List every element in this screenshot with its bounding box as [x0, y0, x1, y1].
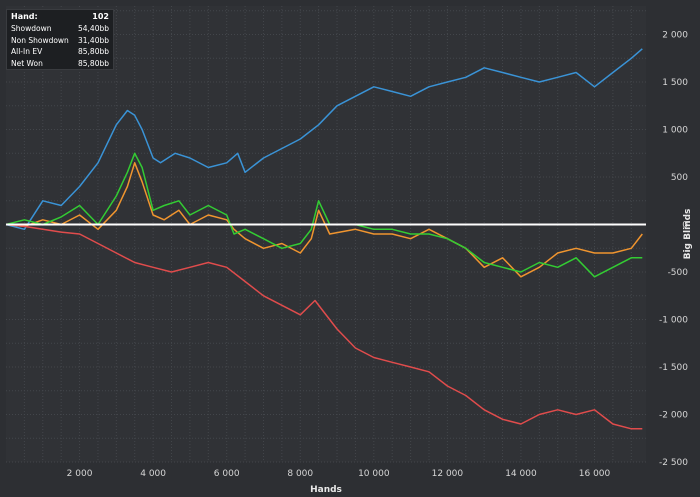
series-line-0	[5, 48, 643, 231]
y-tick-label: 2 000	[662, 31, 688, 41]
summary-label: Showdown	[11, 24, 52, 33]
y-tick-label: 1 500	[662, 78, 688, 88]
x-tick-label: 2 000	[67, 469, 93, 479]
x-tick-label: 12 000	[432, 469, 464, 479]
y-axis-ticks: 2 000 1 500 1 000 500 0 -500 -1 000 -1 500 -2 00…	[659, 31, 688, 469]
x-tick-label: 10 000	[358, 469, 390, 479]
y-tick-label: 500	[671, 173, 688, 183]
summary-label: Hand:	[11, 12, 38, 21]
summary-value: 54,40bb	[78, 24, 109, 33]
x-tick-label: 14 000	[505, 469, 537, 479]
summary-label: All-In EV	[11, 47, 43, 56]
y-tick-label: -500	[668, 268, 689, 278]
summary-label: Non Showdown	[11, 35, 69, 45]
series-line-2	[5, 152, 643, 278]
y-tick-label: 0	[682, 221, 688, 231]
y-tick-label: -1 000	[659, 316, 688, 326]
series-line-1	[5, 162, 643, 278]
x-axis-ticks: 2 000 4 000 6 000 8 000 10 000 12 000 14 000 16…	[67, 469, 611, 479]
summary-label: Net Won	[11, 58, 43, 68]
summary-row-all-in-ev: All-In EV 85,80bb	[7, 46, 113, 58]
series-line-3	[5, 223, 643, 430]
x-tick-label: 6 000	[214, 469, 240, 479]
summary-row-showdown: Showdown 54,40bb	[7, 23, 113, 35]
summary-row-non-showdown: Non Showdown 31,40bb	[7, 35, 113, 47]
x-tick-label: 4 000	[140, 469, 166, 479]
summary-value: 102	[92, 12, 109, 21]
summary-row-hand: Hand: 102	[7, 10, 113, 23]
y-tick-label: 1 000	[662, 126, 688, 136]
y-tick-label: -2 000	[659, 411, 688, 421]
summary-value: 31,40bb	[78, 35, 109, 45]
summary-value: 85,80bb	[78, 58, 109, 68]
hand-summary-panel: Hand: 102 Showdown 54,40bb Non Showdown …	[6, 9, 114, 70]
y-axis-label: Big Blinds	[683, 209, 693, 260]
summary-row-net-won: Net Won 85,80bb	[7, 58, 113, 70]
plot-area	[6, 6, 646, 462]
x-tick-label: 16 000	[579, 469, 611, 479]
x-tick-label: 8 000	[287, 469, 313, 479]
series-lines	[5, 48, 646, 430]
y-tick-label: -2 500	[659, 458, 688, 468]
x-axis-label: Hands	[310, 485, 342, 495]
y-tick-label: -1 500	[659, 363, 688, 373]
summary-value: 85,80bb	[78, 47, 109, 56]
